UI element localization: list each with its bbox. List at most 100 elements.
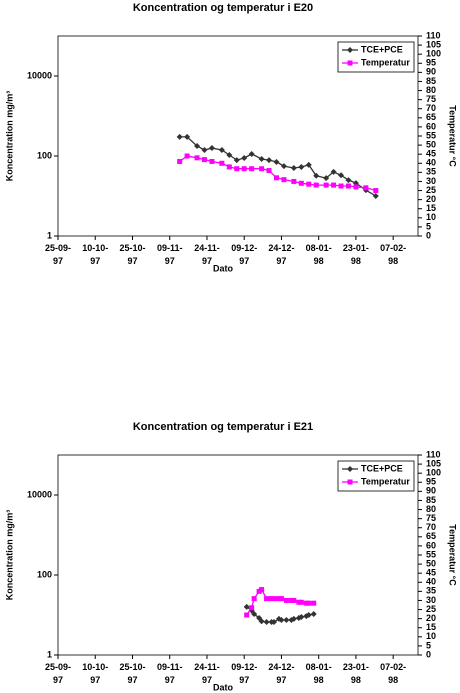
marker — [209, 158, 215, 164]
marker — [208, 145, 215, 152]
x-tick-label: 10-10-97 — [82, 662, 109, 685]
marker — [258, 156, 265, 163]
y2-tick-label: 95 — [426, 477, 436, 487]
y2-tick-label: 110 — [426, 449, 441, 459]
y-axis-label: Koncentration mg/m³ — [4, 91, 14, 182]
marker — [259, 166, 265, 172]
marker — [338, 183, 344, 189]
marker — [305, 612, 312, 618]
y2-tick-label: 60 — [426, 540, 436, 550]
y2-tick-label: 30 — [426, 595, 436, 605]
marker — [271, 596, 277, 602]
y2-tick-label: 10 — [426, 212, 436, 222]
marker — [194, 142, 201, 149]
marker — [280, 163, 287, 170]
y2-tick-label: 35 — [426, 167, 436, 177]
y2-tick-label: 30 — [426, 176, 436, 186]
y2-tick-label: 80 — [426, 504, 436, 514]
x-tick-label: 24-12-97 — [268, 662, 295, 685]
y-tick-label: 100 — [37, 569, 52, 579]
marker — [251, 596, 257, 602]
y2-tick-label: 90 — [426, 486, 436, 496]
marker — [194, 155, 200, 161]
marker — [273, 175, 279, 181]
legend-marker — [347, 466, 353, 472]
marker — [271, 618, 277, 625]
x-tick-label: 24-11-97 — [194, 243, 220, 266]
legend-box — [337, 460, 415, 492]
x-tick-label: 09-12-97 — [231, 243, 258, 266]
x-tick-label: 25-09-97 — [44, 662, 71, 685]
y2-tick-label: 110 — [426, 30, 441, 40]
y2-tick-label: 0 — [426, 230, 431, 240]
marker — [226, 151, 233, 158]
y2-tick-label: 45 — [426, 149, 436, 159]
y2-tick-label: 90 — [426, 67, 436, 77]
x-tick-label: 24-11-97 — [194, 662, 220, 685]
marker — [184, 133, 191, 140]
y2-tick-label: 100 — [426, 49, 441, 59]
marker — [259, 587, 265, 593]
legend-marker — [347, 47, 353, 53]
x-tick-label: 24-12-97 — [268, 243, 295, 266]
x-tick-label: 10-10-97 — [82, 243, 109, 266]
x-tick-label: 08-01-98 — [305, 243, 332, 266]
y2-tick-label: 25 — [426, 185, 436, 195]
marker — [330, 168, 337, 175]
x-tick-label: 23-01-98 — [342, 243, 369, 266]
marker — [201, 157, 207, 163]
y-axis-label: Koncentration mg/m³ — [4, 510, 14, 601]
y2-tick-label: 15 — [426, 203, 436, 213]
x-axis-label: Dato — [213, 682, 234, 692]
marker — [233, 157, 240, 164]
y2-tick-label: 20 — [426, 613, 436, 623]
y2-tick-label: 95 — [426, 58, 436, 68]
marker — [201, 147, 208, 154]
marker — [177, 158, 183, 164]
marker — [291, 597, 297, 603]
marker — [298, 164, 305, 171]
marker — [373, 188, 379, 194]
marker — [338, 172, 345, 179]
marker — [290, 615, 297, 622]
y2-tick-label: 0 — [426, 649, 431, 659]
legend-marker — [347, 479, 353, 485]
x-tick-label: 07-02-98 — [380, 662, 407, 685]
marker — [323, 175, 330, 182]
x-tick-label: 25-10-97 — [119, 662, 146, 685]
marker — [249, 166, 255, 172]
y2-tick-label: 70 — [426, 103, 436, 113]
marker — [243, 603, 250, 610]
marker — [323, 182, 329, 188]
marker — [218, 147, 225, 154]
y2-tick-label: 35 — [426, 586, 436, 596]
y2-tick-label: 55 — [426, 130, 436, 140]
y2-tick-label: 40 — [426, 158, 436, 168]
marker — [264, 596, 270, 602]
y2-tick-label: 45 — [426, 568, 436, 578]
marker — [363, 185, 369, 191]
y2-tick-label: 105 — [426, 458, 441, 468]
y-tick-label: 100 — [37, 150, 52, 160]
legend-label: Temperatur — [361, 57, 410, 67]
marker — [372, 193, 379, 199]
marker — [283, 597, 289, 603]
marker — [331, 182, 337, 188]
y2-tick-label: 65 — [426, 112, 436, 122]
chart-title: Koncentration og temperatur i E21 — [133, 421, 313, 433]
marker — [313, 182, 319, 188]
marker — [291, 178, 297, 184]
x-tick-label: 23-01-98 — [342, 662, 369, 685]
legend-box — [337, 41, 415, 73]
y2-tick-label: 55 — [426, 549, 436, 559]
y2-tick-label: 75 — [426, 513, 436, 523]
y2-tick-label: 20 — [426, 194, 436, 204]
marker — [266, 168, 272, 174]
y2-tick-label: 65 — [426, 531, 436, 541]
marker — [311, 600, 317, 606]
y2-tick-label: 15 — [426, 622, 436, 632]
marker — [176, 133, 183, 140]
marker — [298, 180, 304, 186]
